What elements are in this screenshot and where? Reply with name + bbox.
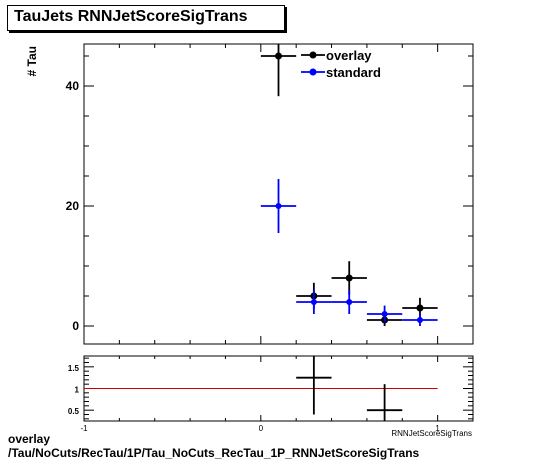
- legend-label-1: standard: [326, 65, 381, 80]
- y-axis-label: # Tau: [25, 46, 39, 76]
- ratio-x-tick-label: 1: [435, 424, 440, 433]
- main-series1-point: [346, 299, 353, 305]
- ratio-y-tick-label: 1: [75, 386, 80, 395]
- title-box: TauJets RNNJetScoreSigTrans: [7, 5, 285, 31]
- ratio-x-tick-label: 0: [259, 424, 264, 433]
- main-series0-point: [275, 52, 282, 60]
- main-series0-point: [345, 274, 353, 282]
- ratio-y-tick-label: 1.5: [68, 364, 80, 373]
- main-y-tick-label: 40: [66, 79, 80, 93]
- legend-marker-1: [309, 68, 317, 76]
- legend-label-0: overlay: [326, 48, 372, 63]
- main-series1-point: [275, 203, 282, 209]
- main-series0-point: [416, 304, 424, 312]
- main-y-tick-label: 0: [72, 319, 79, 333]
- main-y-tick-label: 20: [66, 199, 80, 213]
- main-series1-point: [381, 311, 388, 317]
- main-plot: 0 20 40 # Tau overlay standard: [25, 43, 474, 345]
- legend-marker-0: [309, 51, 317, 59]
- ratio-x-tick-label: -1: [80, 424, 88, 433]
- main-series1-point: [416, 317, 423, 323]
- figure-title: TauJets RNNJetScoreSigTrans: [14, 8, 248, 25]
- ratio-y-tick-label: 0.5: [68, 407, 80, 416]
- footer-path: /Tau/NoCuts/RecTau/1P/Tau_NoCuts_RecTau_…: [8, 446, 420, 460]
- footer-label: overlay: [8, 432, 51, 446]
- main-series1-point: [310, 299, 317, 305]
- x-axis-label: RNNJetScoreSigTrans: [391, 429, 472, 438]
